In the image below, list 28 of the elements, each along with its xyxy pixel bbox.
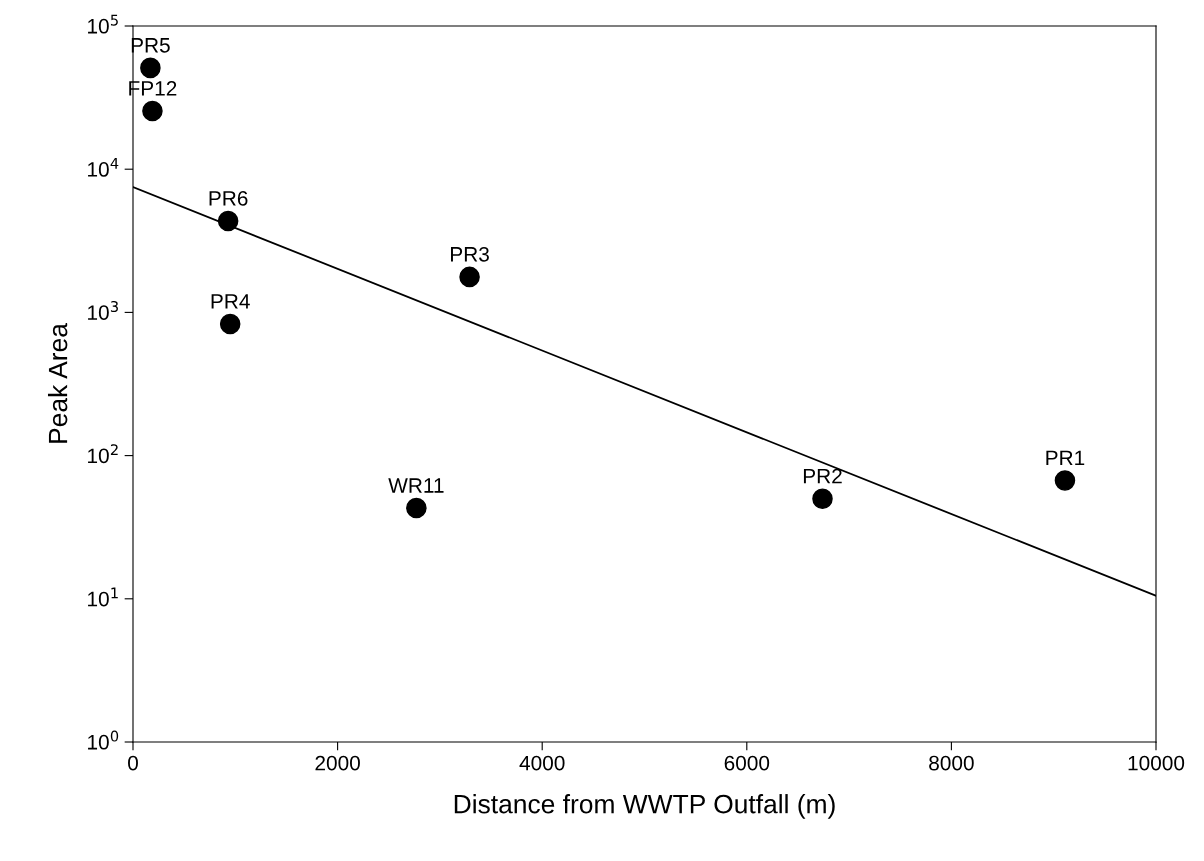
annotation: PR3	[451, 246, 489, 262]
point	[406, 497, 427, 519]
point	[219, 313, 241, 335]
point	[812, 488, 833, 509]
annotation: PR2	[803, 468, 842, 484]
y-tick-label: 10$^{5}$	[88, 14, 118, 34]
y-tick-label: 10$^{2}$	[88, 444, 118, 464]
x-tick-label: 4000	[519, 755, 565, 771]
x-tick-label: 0	[128, 755, 138, 771]
annotation: PR4	[211, 294, 250, 309]
x-axis-title: Distance from WWTP Outfall (m)	[454, 794, 835, 819]
annotation: PR6	[209, 190, 248, 206]
x-tick-label: 2000	[315, 755, 360, 771]
y-axis-title: Peak Area	[47, 323, 68, 443]
y-tick-label: 10$^{3}$	[88, 300, 118, 320]
point	[142, 100, 163, 122]
y-tick-label: 10$^{1}$	[88, 587, 118, 607]
annotation: WR11	[388, 478, 444, 493]
point	[1054, 470, 1076, 491]
y-tick-label: 10$^{4}$	[88, 158, 119, 177]
point	[459, 266, 480, 288]
x-tick-label: 10000	[1128, 755, 1185, 771]
y-tick-label: 10$^{0}$	[88, 730, 119, 750]
point	[217, 210, 239, 232]
x-tick-label: 6000	[724, 755, 770, 771]
annotation: PR1	[1046, 450, 1085, 466]
x-tick-label: 8000	[929, 755, 974, 771]
point	[140, 57, 161, 79]
